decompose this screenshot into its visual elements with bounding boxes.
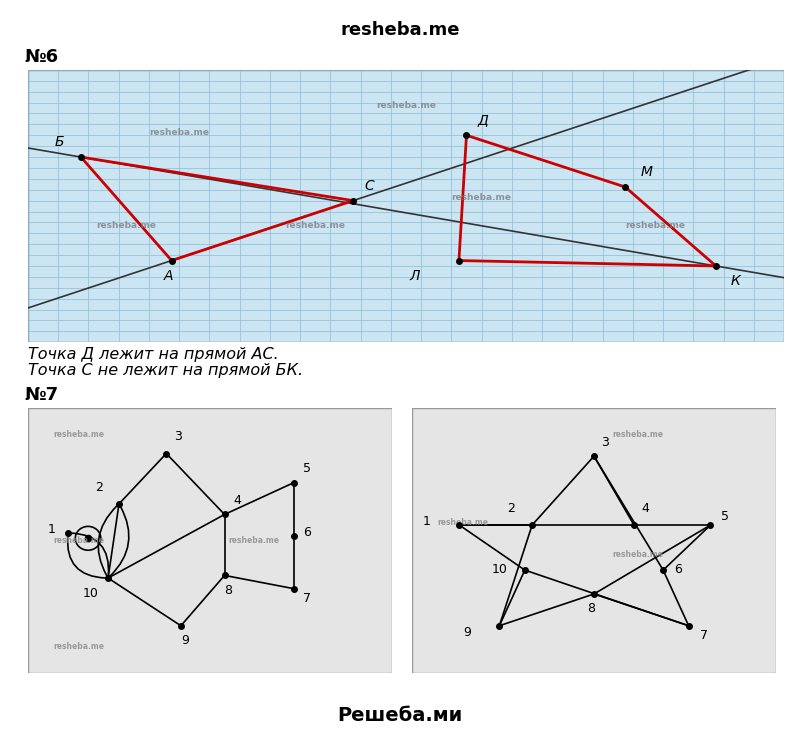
Text: К: К xyxy=(731,274,741,288)
Text: Л: Л xyxy=(410,269,420,283)
Text: 6: 6 xyxy=(303,526,310,539)
Text: Д: Д xyxy=(478,113,489,127)
Text: 4: 4 xyxy=(642,502,649,514)
Text: 6: 6 xyxy=(674,563,682,576)
Text: Решеба.ми: Решеба.ми xyxy=(338,706,462,725)
Text: resheba.me: resheba.me xyxy=(228,537,279,545)
Text: 10: 10 xyxy=(82,587,98,600)
Text: resheba.me: resheba.me xyxy=(612,431,663,439)
Text: resheba.me: resheba.me xyxy=(438,518,489,527)
Text: 1: 1 xyxy=(423,515,430,528)
Text: resheba.me: resheba.me xyxy=(612,550,663,559)
Text: 4: 4 xyxy=(234,494,242,507)
Text: С: С xyxy=(365,179,374,193)
Text: resheba.me: resheba.me xyxy=(340,21,460,38)
Text: Б: Б xyxy=(54,135,64,149)
Text: 2: 2 xyxy=(506,502,514,514)
Text: №7: №7 xyxy=(24,386,58,404)
Text: resheba.me: resheba.me xyxy=(54,431,105,439)
Text: 3: 3 xyxy=(602,436,609,448)
Text: resheba.me: resheba.me xyxy=(626,221,686,230)
Text: 8: 8 xyxy=(586,603,594,615)
Text: 8: 8 xyxy=(225,584,233,597)
Text: resheba.me: resheba.me xyxy=(376,101,436,110)
Text: 7: 7 xyxy=(303,592,311,605)
Text: 3: 3 xyxy=(174,431,182,443)
Text: 2: 2 xyxy=(95,481,103,494)
Text: resheba.me: resheba.me xyxy=(96,221,156,230)
Text: 5: 5 xyxy=(303,462,311,475)
Text: 10: 10 xyxy=(492,563,508,576)
Text: resheba.me: resheba.me xyxy=(286,221,346,230)
Text: 5: 5 xyxy=(722,510,730,523)
Text: resheba.me: resheba.me xyxy=(150,128,210,137)
Text: resheba.me: resheba.me xyxy=(54,537,105,545)
Text: resheba.me: resheba.me xyxy=(54,643,105,651)
Text: Точка С не лежит на прямой БК.: Точка С не лежит на прямой БК. xyxy=(28,364,303,378)
Text: А: А xyxy=(164,269,174,283)
Text: №6: №6 xyxy=(24,48,58,66)
Text: М: М xyxy=(640,165,652,179)
Text: 7: 7 xyxy=(699,629,707,642)
Text: Точка Д лежит на прямой АС.: Точка Д лежит на прямой АС. xyxy=(28,347,278,362)
Text: 9: 9 xyxy=(463,626,471,640)
Text: 1: 1 xyxy=(48,523,56,536)
Text: resheba.me: resheba.me xyxy=(451,194,512,202)
Text: 9: 9 xyxy=(181,634,189,647)
